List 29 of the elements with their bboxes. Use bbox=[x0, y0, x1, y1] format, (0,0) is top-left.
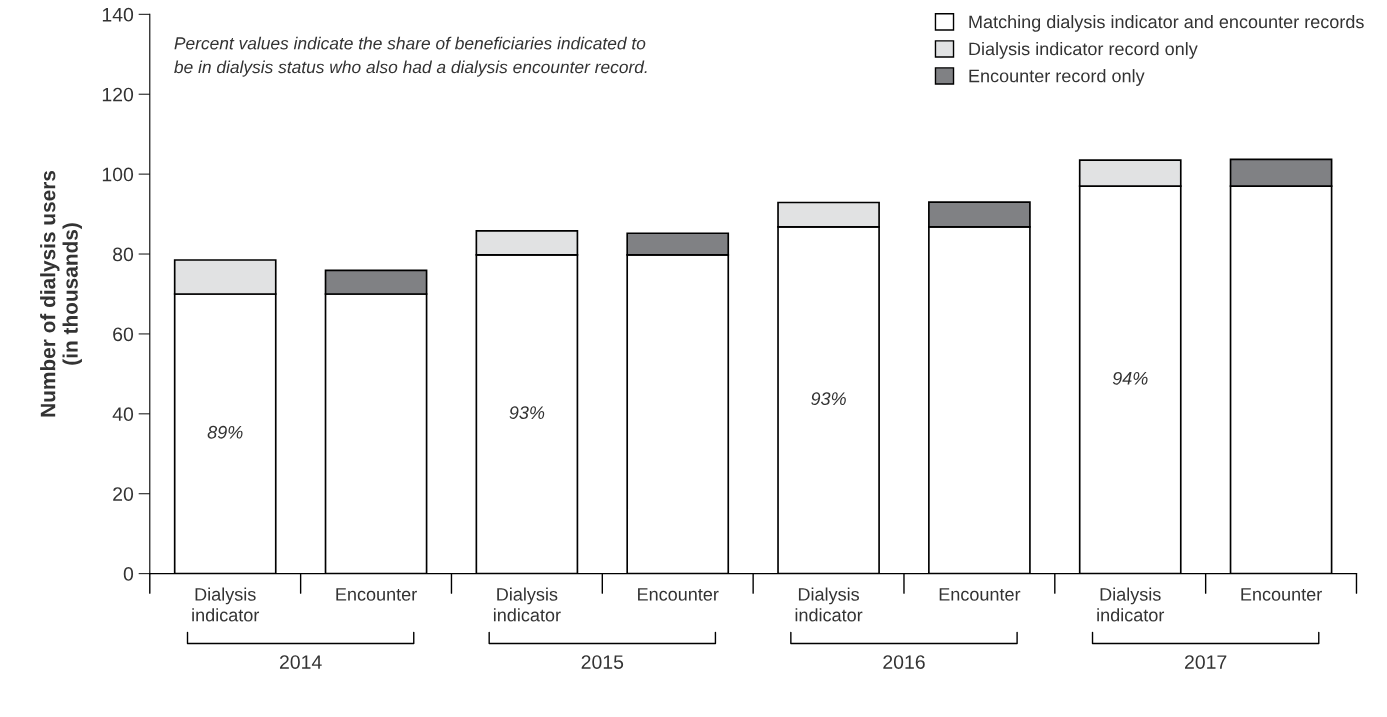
text: 2014 bbox=[279, 655, 322, 669]
x-tick-label: Encounter bbox=[638, 588, 719, 601]
text: 2015 bbox=[581, 655, 624, 669]
annotation: 89% bbox=[207, 425, 243, 439]
text: 2016 bbox=[883, 655, 925, 669]
annotation: 93% bbox=[811, 392, 846, 406]
y-axis-title: Number of dialysis users (in thousands) bbox=[40, 170, 82, 417]
y-tick-label: 100 bbox=[102, 167, 134, 182]
y-tick-label: 20 bbox=[113, 487, 134, 501]
annotation: Percent values indicate the share of beneficiaries indicated to be in dialysis status who also had a dialysis encounter record. bbox=[174, 36, 647, 77]
y-tick-label: 120 bbox=[102, 87, 134, 102]
text: 2017 bbox=[1185, 655, 1227, 669]
y-tick-label: 60 bbox=[113, 327, 134, 342]
legend-label: Dialysis indicator record only bbox=[969, 42, 1198, 59]
x-tick-label: Dialysis indicator bbox=[1097, 587, 1165, 622]
x-tick-label: Encounter bbox=[336, 588, 417, 601]
x-tick-label: Encounter bbox=[1241, 588, 1322, 601]
y-tick-label: 40 bbox=[112, 407, 134, 422]
legend-label: Encounter record only bbox=[969, 69, 1145, 86]
x-tick-label: Dialysis indicator bbox=[795, 587, 863, 622]
x-tick-label: Dialysis indicator bbox=[493, 587, 561, 622]
y-tick-label: 0 bbox=[123, 567, 134, 581]
annotation: 94% bbox=[1112, 371, 1148, 385]
legend-label: Matching dialysis indicator and encounter records bbox=[969, 14, 1364, 32]
x-tick-label: Encounter bbox=[939, 588, 1021, 601]
y-tick-label: 140 bbox=[102, 7, 134, 22]
x-tick-label: Dialysis indicator bbox=[192, 587, 260, 622]
y-tick-label: 80 bbox=[113, 247, 134, 262]
annotation: 93% bbox=[509, 406, 545, 420]
